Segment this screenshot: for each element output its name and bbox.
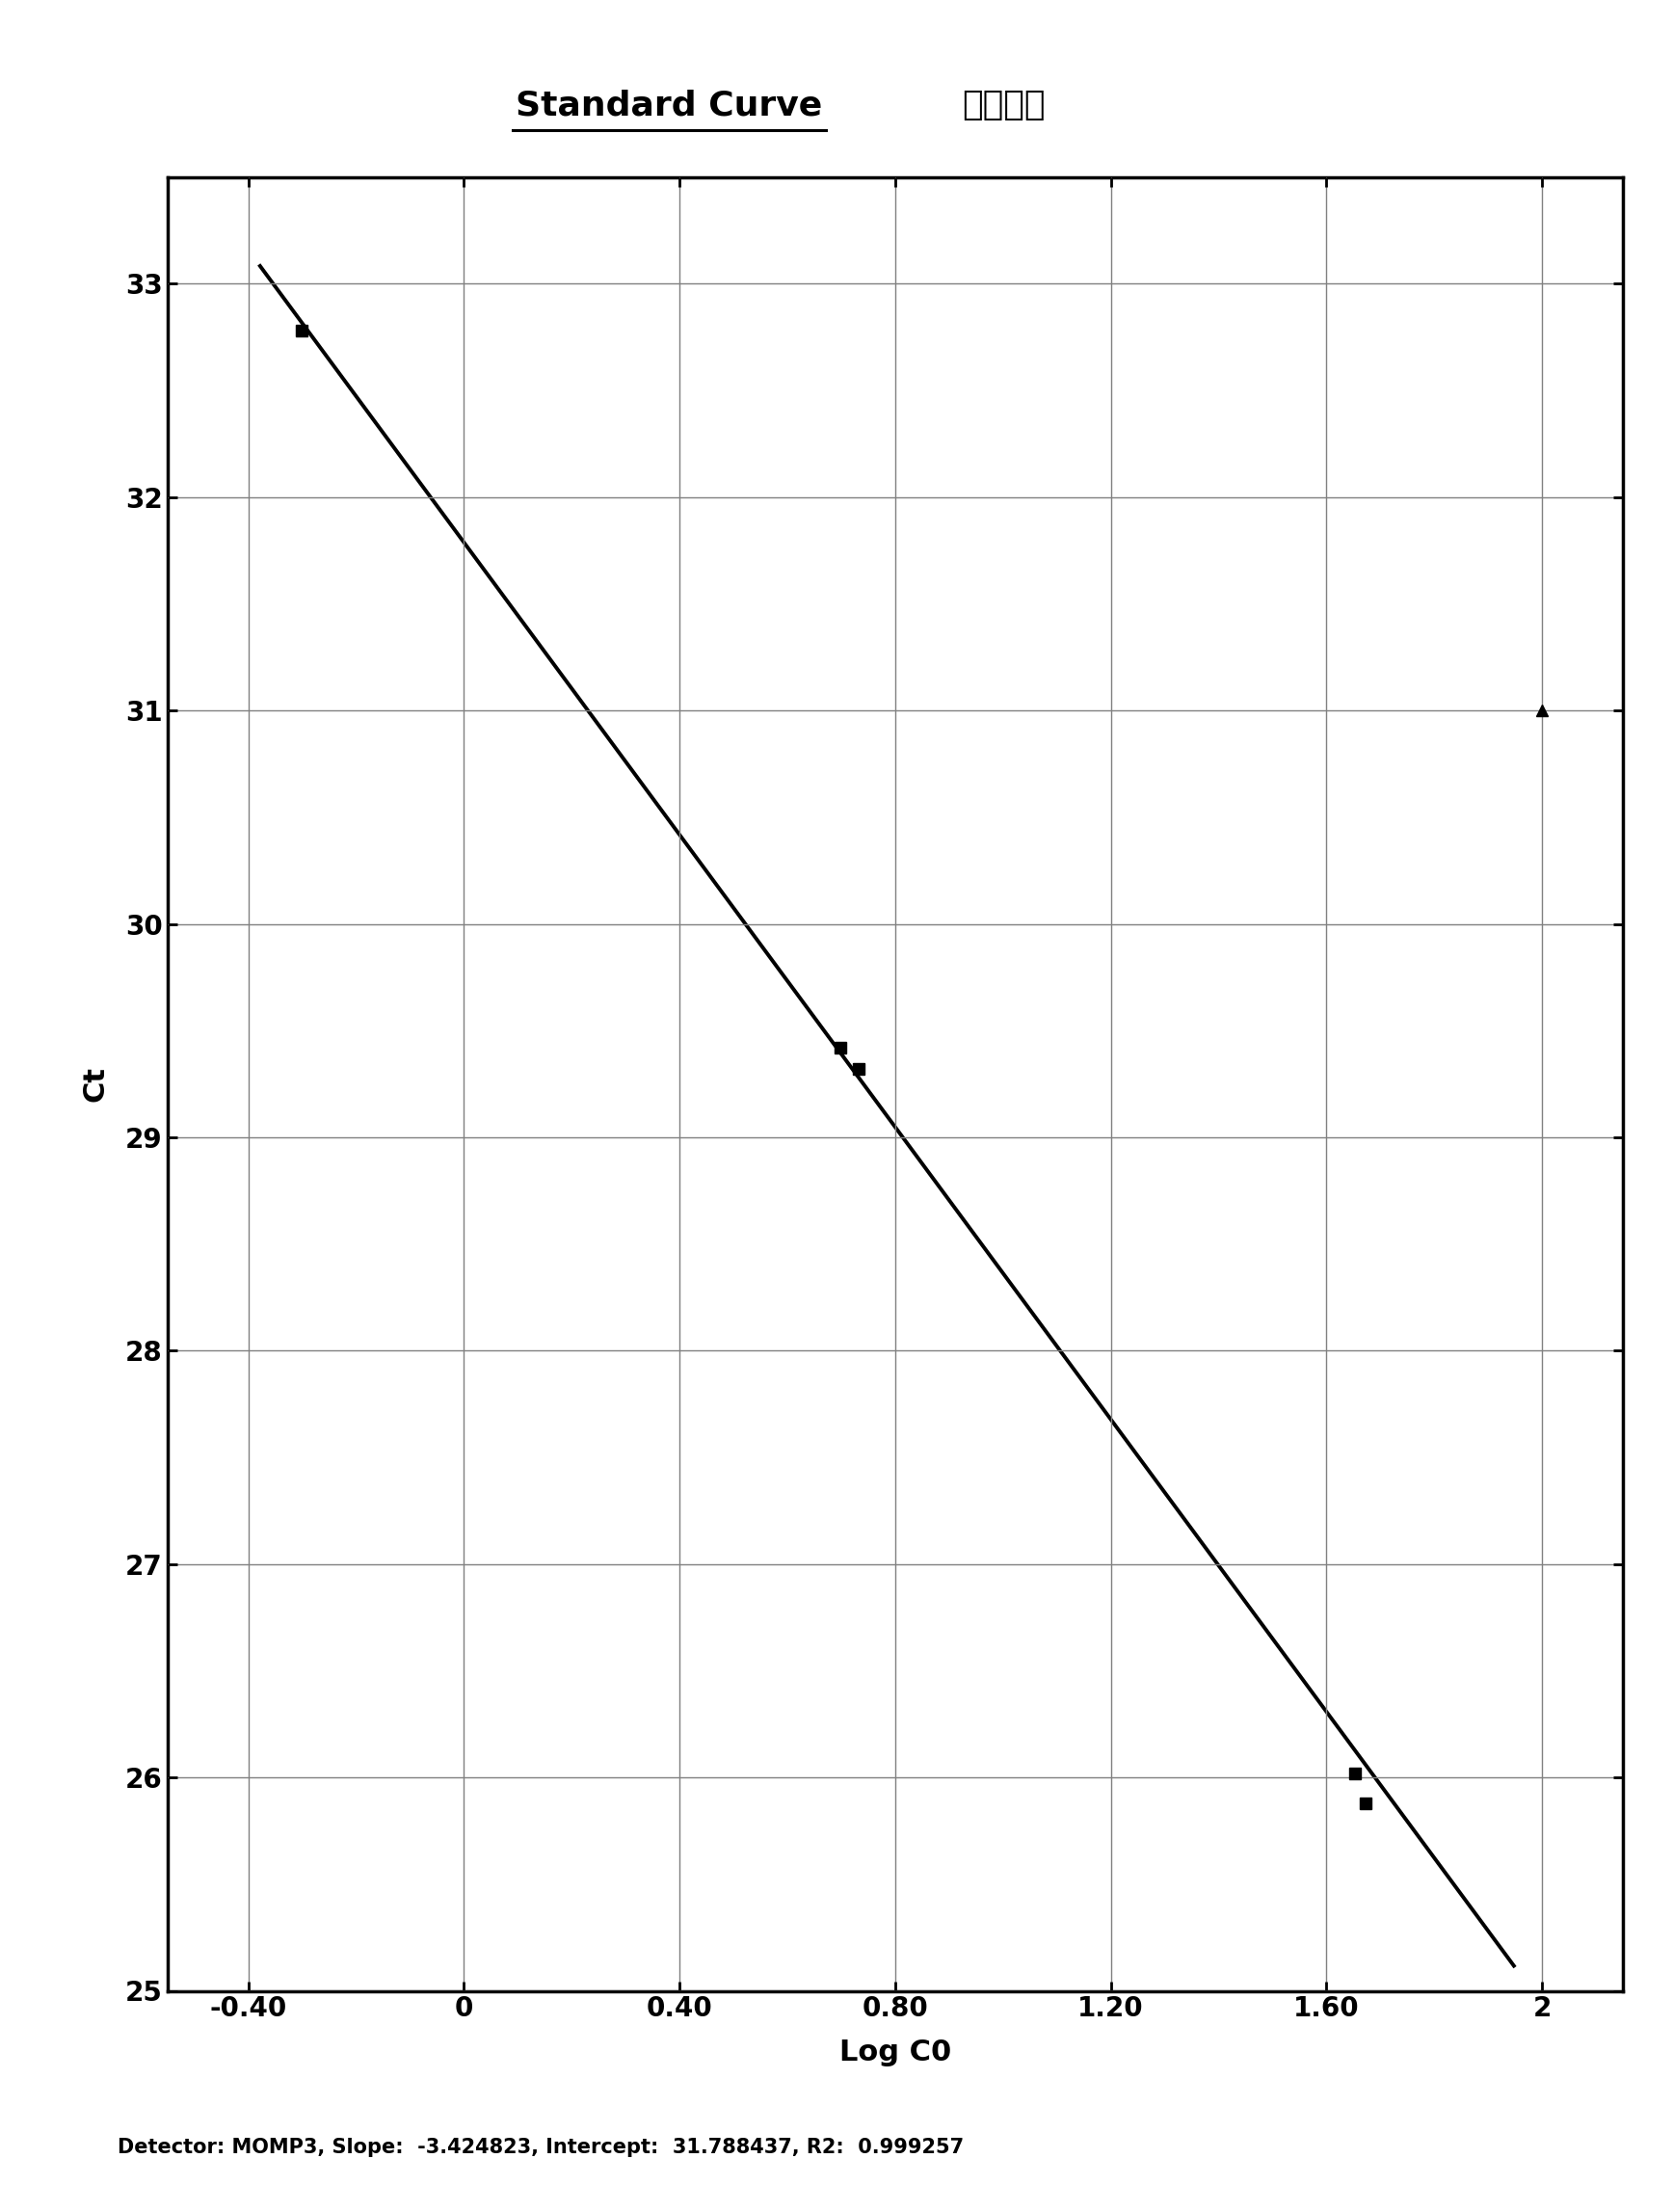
X-axis label: Log C0: Log C0 xyxy=(840,2039,950,2066)
Text: 标准曲线: 标准曲线 xyxy=(962,88,1046,122)
Text: Detector: MOMP3, Slope:  -3.424823, Intercept:  31.788437, R2:  0.999257: Detector: MOMP3, Slope: -3.424823, Inter… xyxy=(117,2137,964,2157)
Y-axis label: Ct: Ct xyxy=(82,1066,109,1102)
Text: Standard Curve: Standard Curve xyxy=(515,88,823,122)
